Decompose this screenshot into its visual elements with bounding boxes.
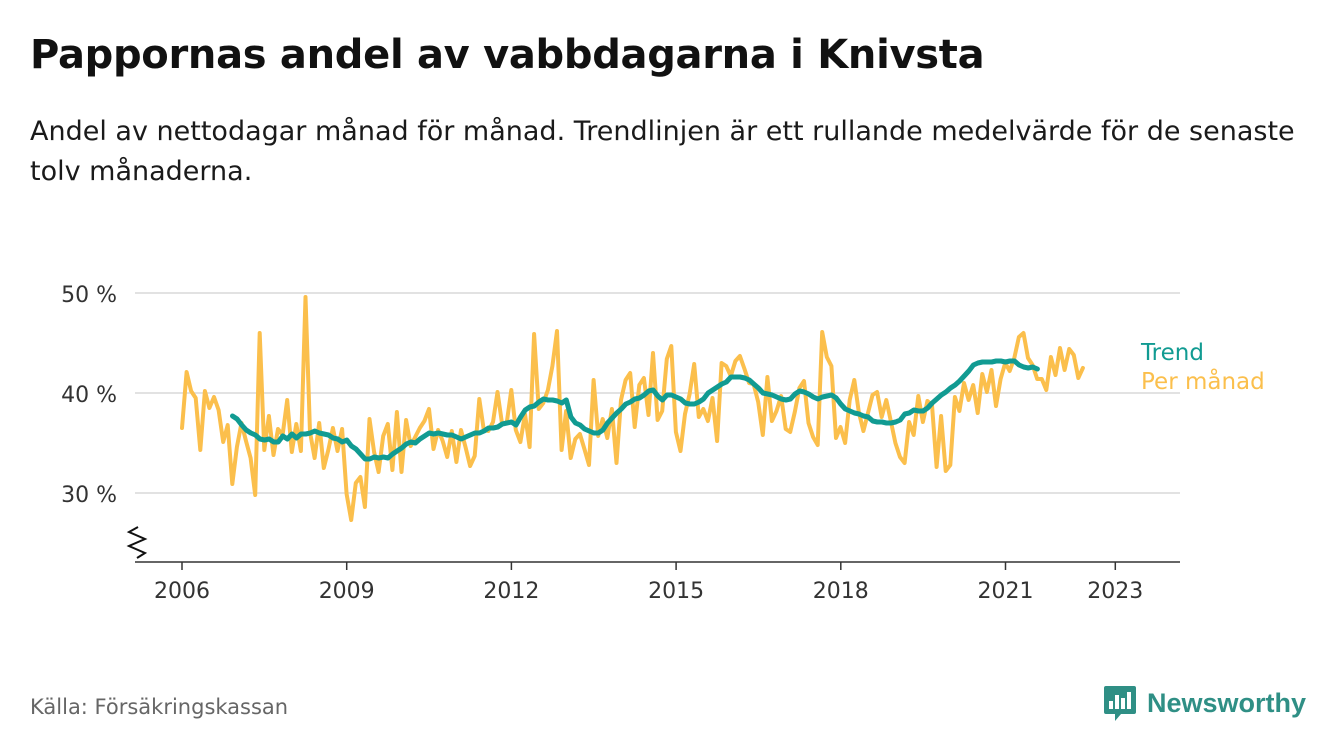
series-label: Per månad <box>1141 367 1265 395</box>
axis-break-icon <box>126 526 148 559</box>
axes: 30 % 40 % 50 % 2006 2009 2012 2015 2018 2021 2023 <box>61 283 1180 604</box>
x-tick-label: 2018 <box>813 579 869 604</box>
y-tick-label: 40 % <box>61 383 117 408</box>
brand-name: Newsworthy <box>1147 687 1307 718</box>
y-tick-label: 50 % <box>61 283 117 308</box>
series-lines <box>180 295 1085 522</box>
series-label: Trend <box>1140 340 1204 366</box>
x-tick-label: 2009 <box>319 579 375 604</box>
x-tick-label: 2015 <box>648 579 704 604</box>
monthly-line <box>180 295 1085 522</box>
x-tick-label: 2021 <box>978 579 1034 604</box>
x-tick-label: 2006 <box>154 579 210 604</box>
chart-title: Pappornas andel av vabbdagarna i Knivsta <box>30 32 985 78</box>
trend-line <box>230 358 1040 462</box>
source-note: Källa: Försäkringskassan <box>30 695 289 719</box>
chart-subtitle: Andel av nettodagar månad för månad. Tre… <box>30 116 1295 187</box>
x-tick-label: 2023 <box>1087 579 1143 604</box>
y-tick-label: 30 % <box>61 483 117 508</box>
brand-logo[interactable]: Newsworthy <box>1103 684 1306 722</box>
newsworthy-logo-icon <box>1104 686 1136 721</box>
x-tick-label: 2012 <box>483 579 539 604</box>
